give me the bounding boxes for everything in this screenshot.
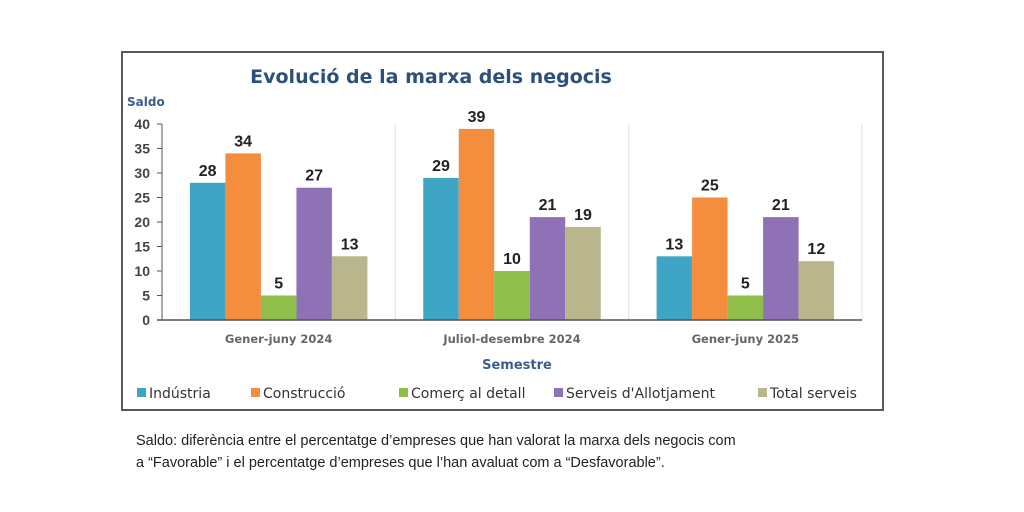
legend-swatch <box>251 388 260 397</box>
footnote-line-1: Saldo: diferència entre el percentatge d… <box>136 433 736 449</box>
data-label: 25 <box>701 178 719 195</box>
x-category-label: Gener-juny 2025 <box>692 332 800 346</box>
bar <box>494 271 530 320</box>
bar <box>296 187 332 320</box>
legend-label: Indústria <box>149 386 211 402</box>
legend-swatch <box>399 388 408 397</box>
data-label: 21 <box>539 197 557 214</box>
legend-label: Serveis d'Allotjament <box>566 386 716 402</box>
data-label: 13 <box>665 236 683 253</box>
x-category-label: Juliol-desembre 2024 <box>442 332 580 346</box>
y-tick-label: 15 <box>134 239 150 255</box>
y-tick-label: 35 <box>134 141 150 157</box>
bar-chart: Evolució de la marxa dels negocis Saldo … <box>127 66 863 402</box>
data-label: 5 <box>274 276 283 293</box>
data-label: 21 <box>772 197 790 214</box>
bar <box>763 217 799 320</box>
legend: Indústria Construcció Comerç al detall Serv… <box>137 386 857 402</box>
bar <box>458 128 495 320</box>
data-label: 10 <box>503 251 521 268</box>
data-label: 19 <box>574 207 592 224</box>
data-label: 29 <box>432 158 450 175</box>
bar <box>225 153 261 320</box>
y-tick-label: 25 <box>134 190 150 206</box>
data-label: 28 <box>199 163 217 180</box>
bar <box>656 256 693 320</box>
bar <box>260 295 297 320</box>
footnote-line-2: a “Favorable” i el percentatge d’emprese… <box>136 455 665 471</box>
x-axis-label: Semestre <box>482 358 552 373</box>
legend-item: Total serveis <box>758 386 857 402</box>
x-category-label: Gener-juny 2024 <box>225 332 333 346</box>
data-label: 13 <box>341 236 359 253</box>
chart-frame: Evolució de la marxa dels negocis Saldo … <box>121 51 884 411</box>
data-label: 5 <box>741 276 750 293</box>
bar <box>727 295 764 320</box>
legend-label: Construcció <box>263 386 345 402</box>
bar <box>423 177 459 320</box>
data-label: 34 <box>234 133 252 150</box>
data-label: 39 <box>468 109 486 126</box>
legend-swatch <box>137 388 146 397</box>
y-tick-label: 30 <box>134 165 150 181</box>
data-label: 27 <box>305 168 323 185</box>
chart-title: Evolució de la marxa dels negocis <box>250 66 612 88</box>
bar <box>331 256 368 320</box>
y-tick-label: 20 <box>134 214 150 230</box>
legend-label: Total serveis <box>769 386 857 402</box>
bar <box>529 217 566 320</box>
legend-label: Comerç al detall <box>411 386 525 402</box>
y-tick-label: 0 <box>142 312 150 328</box>
y-tick-label: 5 <box>142 288 150 304</box>
bar <box>798 261 835 320</box>
legend-item: Construcció <box>251 386 345 402</box>
bar <box>692 197 728 320</box>
y-axis-label: Saldo <box>127 95 165 109</box>
legend-item: Indústria <box>137 386 211 402</box>
legend-item: Comerç al detall <box>399 386 525 402</box>
data-label: 12 <box>807 241 825 258</box>
legend-swatch <box>758 388 767 397</box>
footnote: Saldo: diferència entre el percentatge d… <box>136 430 896 474</box>
y-tick-label: 10 <box>134 263 150 279</box>
bar <box>189 182 226 320</box>
legend-item: Serveis d'Allotjament <box>554 386 716 402</box>
legend-swatch <box>554 388 563 397</box>
y-tick-label: 40 <box>134 116 150 132</box>
bar <box>565 226 601 320</box>
